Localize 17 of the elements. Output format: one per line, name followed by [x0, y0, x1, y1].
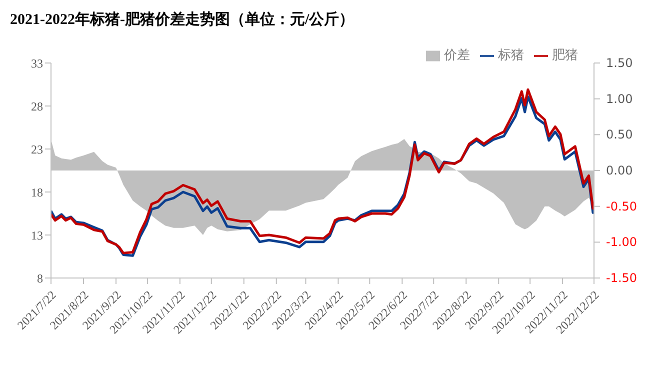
y2-tick-label: 1.50: [606, 56, 633, 70]
legend-label: 肥猪: [552, 47, 578, 62]
chart-title: 2021-2022年标猪-肥猪价差走势图（单位：元/公斤）: [10, 10, 354, 29]
y-tick-label: 18: [31, 185, 43, 200]
y-tick-label: 8: [37, 271, 43, 286]
y-tick-label: 28: [31, 99, 43, 114]
y2-tick-label: 0.50: [606, 128, 633, 142]
y2-tick-label: -0.50: [606, 199, 638, 214]
y2-tick-label: -1.00: [606, 235, 638, 250]
legend-label: 价差: [444, 47, 470, 62]
y-tick-label: 13: [31, 228, 43, 242]
y2-tick-label: 1.00: [606, 92, 633, 106]
y-tick-label: 23: [31, 142, 43, 156]
y2-tick-label: -1.50: [606, 271, 638, 285]
y2-tick-label: 0.00: [606, 164, 633, 178]
legend-label: 标猪: [498, 47, 524, 62]
y-tick-label: 33: [31, 56, 43, 70]
